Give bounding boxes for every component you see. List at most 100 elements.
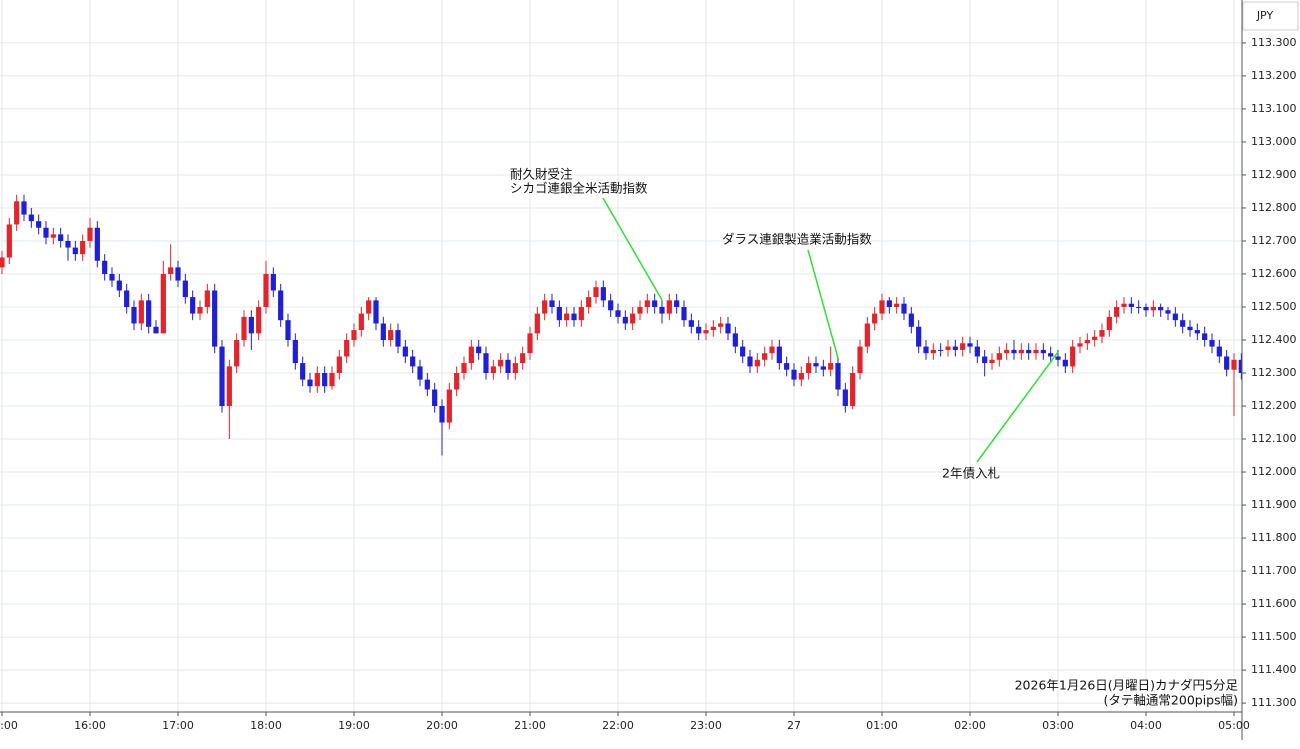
candle-body — [762, 353, 768, 360]
annotation-line — [807, 249, 839, 359]
candle-body — [278, 290, 284, 321]
candle-body — [1040, 349, 1046, 354]
candle-body — [842, 389, 848, 407]
candle-body — [1055, 356, 1061, 360]
candle-body — [168, 267, 174, 274]
candle-body — [732, 333, 738, 347]
candle-body — [1136, 306, 1142, 308]
candle-body — [1180, 320, 1186, 327]
candle-body — [263, 273, 269, 307]
candle-body — [241, 316, 247, 340]
candle-body — [439, 406, 445, 423]
candle-body — [674, 300, 680, 307]
candles — [0, 194, 1242, 456]
candle-body — [879, 300, 885, 314]
y-tick-label: 113.000 — [1251, 135, 1297, 148]
candle-body — [549, 300, 555, 307]
candle-body — [234, 339, 240, 367]
candle-body — [58, 234, 64, 241]
candle-body — [945, 346, 951, 350]
candle-body — [1011, 349, 1017, 354]
candle-body — [6, 224, 12, 258]
candle-body — [1092, 336, 1098, 340]
candle-body — [989, 359, 995, 364]
candle-body — [1070, 346, 1076, 367]
candle-body — [212, 290, 218, 347]
candle-body — [630, 313, 636, 324]
candle-body — [534, 313, 540, 334]
candle-body — [967, 343, 973, 347]
candle-body — [952, 346, 958, 350]
candle-body — [314, 372, 320, 387]
candle-body — [36, 221, 42, 228]
candle-body — [197, 306, 203, 314]
candle-body — [725, 323, 731, 334]
candle-body — [160, 273, 166, 334]
candle-body — [226, 366, 232, 407]
candle-body — [270, 273, 276, 291]
candle-body — [754, 359, 760, 367]
candle-body — [622, 316, 628, 324]
candle-body — [402, 346, 408, 357]
y-tick-label: 112.200 — [1251, 399, 1297, 412]
candle-body — [21, 201, 27, 215]
candle-body — [564, 313, 570, 321]
candle-body — [1165, 310, 1171, 314]
candle-body — [850, 372, 856, 407]
candle-body — [644, 300, 650, 307]
candle-body — [608, 300, 614, 311]
y-tick-label: 113.300 — [1251, 36, 1297, 49]
candle-body — [505, 359, 511, 373]
y-tick-label: 111.700 — [1251, 564, 1297, 577]
candle-body — [974, 346, 980, 357]
candle-body — [1077, 343, 1083, 347]
candle-body — [1099, 330, 1105, 337]
candle-body — [1202, 333, 1208, 340]
candle-body — [14, 201, 20, 225]
candle-body — [1150, 306, 1156, 311]
candle-body — [65, 240, 71, 248]
y-tick-label: 112.100 — [1251, 432, 1297, 445]
caption: (タテ軸通常200pips幅) — [1104, 693, 1238, 708]
candle-body — [307, 379, 313, 387]
candle-body — [292, 339, 298, 364]
annotation: 2年債入札 — [942, 466, 1000, 481]
x-tick-label: 20:00 — [426, 719, 458, 732]
candle-body — [395, 330, 401, 347]
candle-body — [938, 349, 944, 351]
currency-label: JPY — [1256, 9, 1274, 22]
candle-body — [446, 389, 452, 423]
candle-body — [1062, 359, 1068, 367]
x-tick-label: 19:00 — [338, 719, 370, 732]
y-tick-label: 112.900 — [1251, 168, 1297, 181]
candle-body — [175, 267, 181, 281]
candle-body — [791, 369, 797, 380]
candle-body — [996, 353, 1002, 360]
candle-body — [776, 346, 782, 364]
x-tick-label: 18:00 — [250, 719, 282, 732]
y-tick-label: 112.700 — [1251, 234, 1297, 247]
candle-body — [344, 339, 350, 357]
x-tick-label: 15:00 — [0, 719, 18, 732]
candle-body — [696, 326, 702, 334]
candle-body — [256, 306, 262, 334]
candle-body — [72, 247, 78, 255]
y-tick-label: 111.400 — [1251, 663, 1297, 676]
candle-body — [336, 356, 342, 373]
y-tick-label: 111.500 — [1251, 630, 1297, 643]
candle-body — [593, 287, 599, 298]
candle-body — [894, 303, 900, 307]
candle-body — [1048, 353, 1054, 357]
candle-body — [512, 363, 518, 373]
candle-body — [1194, 330, 1200, 334]
candle-body — [615, 310, 621, 317]
x-tick-label: 22:00 — [602, 719, 634, 732]
candle-body — [483, 353, 489, 373]
candle-body — [351, 330, 357, 340]
candle-body — [87, 227, 93, 241]
candle-body — [102, 260, 108, 274]
candle-body — [373, 300, 379, 324]
y-tick-label: 113.100 — [1251, 102, 1297, 115]
candle-body — [476, 346, 482, 354]
y-tick-label: 112.600 — [1251, 267, 1297, 280]
